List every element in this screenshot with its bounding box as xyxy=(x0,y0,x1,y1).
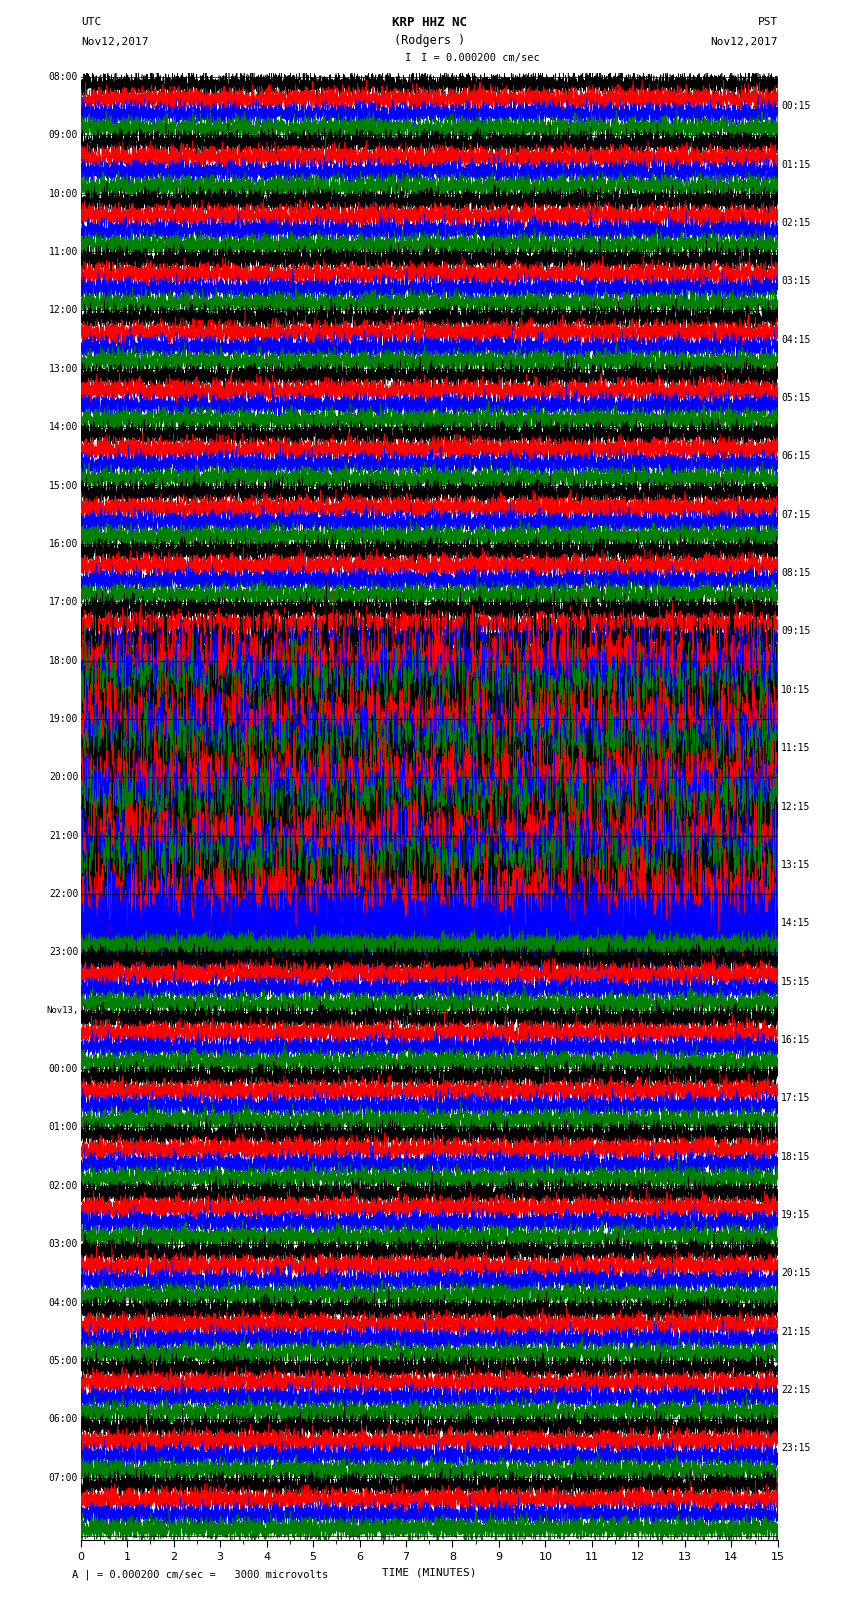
Text: 18:15: 18:15 xyxy=(781,1152,811,1161)
Text: 12:00: 12:00 xyxy=(48,305,78,316)
Text: 13:15: 13:15 xyxy=(781,860,811,869)
Text: 18:00: 18:00 xyxy=(48,655,78,666)
Text: Nov13,: Nov13, xyxy=(46,1007,78,1015)
Text: 15:15: 15:15 xyxy=(781,976,811,987)
Text: 09:15: 09:15 xyxy=(781,626,811,637)
Text: 05:00: 05:00 xyxy=(48,1357,78,1366)
Text: 03:15: 03:15 xyxy=(781,276,811,286)
Text: KRP HHZ NC: KRP HHZ NC xyxy=(392,16,467,29)
Text: 00:00: 00:00 xyxy=(48,1065,78,1074)
Text: (Rodgers ): (Rodgers ) xyxy=(394,34,465,47)
Text: 19:00: 19:00 xyxy=(48,715,78,724)
Text: 01:00: 01:00 xyxy=(48,1123,78,1132)
Text: 04:15: 04:15 xyxy=(781,334,811,345)
Text: 02:00: 02:00 xyxy=(48,1181,78,1190)
Text: 06:15: 06:15 xyxy=(781,452,811,461)
X-axis label: TIME (MINUTES): TIME (MINUTES) xyxy=(382,1568,477,1578)
Text: 13:00: 13:00 xyxy=(48,365,78,374)
Text: 11:15: 11:15 xyxy=(781,744,811,753)
Text: 20:00: 20:00 xyxy=(48,773,78,782)
Text: 01:15: 01:15 xyxy=(781,160,811,169)
Text: 14:15: 14:15 xyxy=(781,918,811,927)
Text: UTC: UTC xyxy=(81,18,101,27)
Text: 23:15: 23:15 xyxy=(781,1444,811,1453)
Text: 20:15: 20:15 xyxy=(781,1268,811,1279)
Text: 03:00: 03:00 xyxy=(48,1239,78,1248)
Text: 21:15: 21:15 xyxy=(781,1327,811,1337)
Text: 23:00: 23:00 xyxy=(48,947,78,958)
Text: 15:00: 15:00 xyxy=(48,481,78,490)
Text: Nov12,2017: Nov12,2017 xyxy=(81,37,148,47)
Text: 00:15: 00:15 xyxy=(781,102,811,111)
Text: 07:15: 07:15 xyxy=(781,510,811,519)
Text: 17:00: 17:00 xyxy=(48,597,78,606)
Text: 02:15: 02:15 xyxy=(781,218,811,227)
Text: I: I xyxy=(405,53,411,63)
Text: 07:00: 07:00 xyxy=(48,1473,78,1482)
Text: 16:00: 16:00 xyxy=(48,539,78,548)
Text: 14:00: 14:00 xyxy=(48,423,78,432)
Text: 12:15: 12:15 xyxy=(781,802,811,811)
Text: 16:15: 16:15 xyxy=(781,1036,811,1045)
Text: 04:00: 04:00 xyxy=(48,1297,78,1308)
Text: 10:15: 10:15 xyxy=(781,686,811,695)
Text: PST: PST xyxy=(757,18,778,27)
Text: 08:00: 08:00 xyxy=(48,73,78,82)
Text: 19:15: 19:15 xyxy=(781,1210,811,1219)
Text: 11:00: 11:00 xyxy=(48,247,78,256)
Text: Nov12,2017: Nov12,2017 xyxy=(711,37,778,47)
Text: 09:00: 09:00 xyxy=(48,131,78,140)
Text: 06:00: 06:00 xyxy=(48,1415,78,1424)
Text: 10:00: 10:00 xyxy=(48,189,78,198)
Text: I = 0.000200 cm/sec: I = 0.000200 cm/sec xyxy=(421,53,540,63)
Text: 08:15: 08:15 xyxy=(781,568,811,577)
Text: 22:00: 22:00 xyxy=(48,889,78,898)
Text: 21:00: 21:00 xyxy=(48,831,78,840)
Text: 05:15: 05:15 xyxy=(781,394,811,403)
Text: 22:15: 22:15 xyxy=(781,1386,811,1395)
Text: 17:15: 17:15 xyxy=(781,1094,811,1103)
Text: A | = 0.000200 cm/sec =   3000 microvolts: A | = 0.000200 cm/sec = 3000 microvolts xyxy=(72,1569,328,1581)
